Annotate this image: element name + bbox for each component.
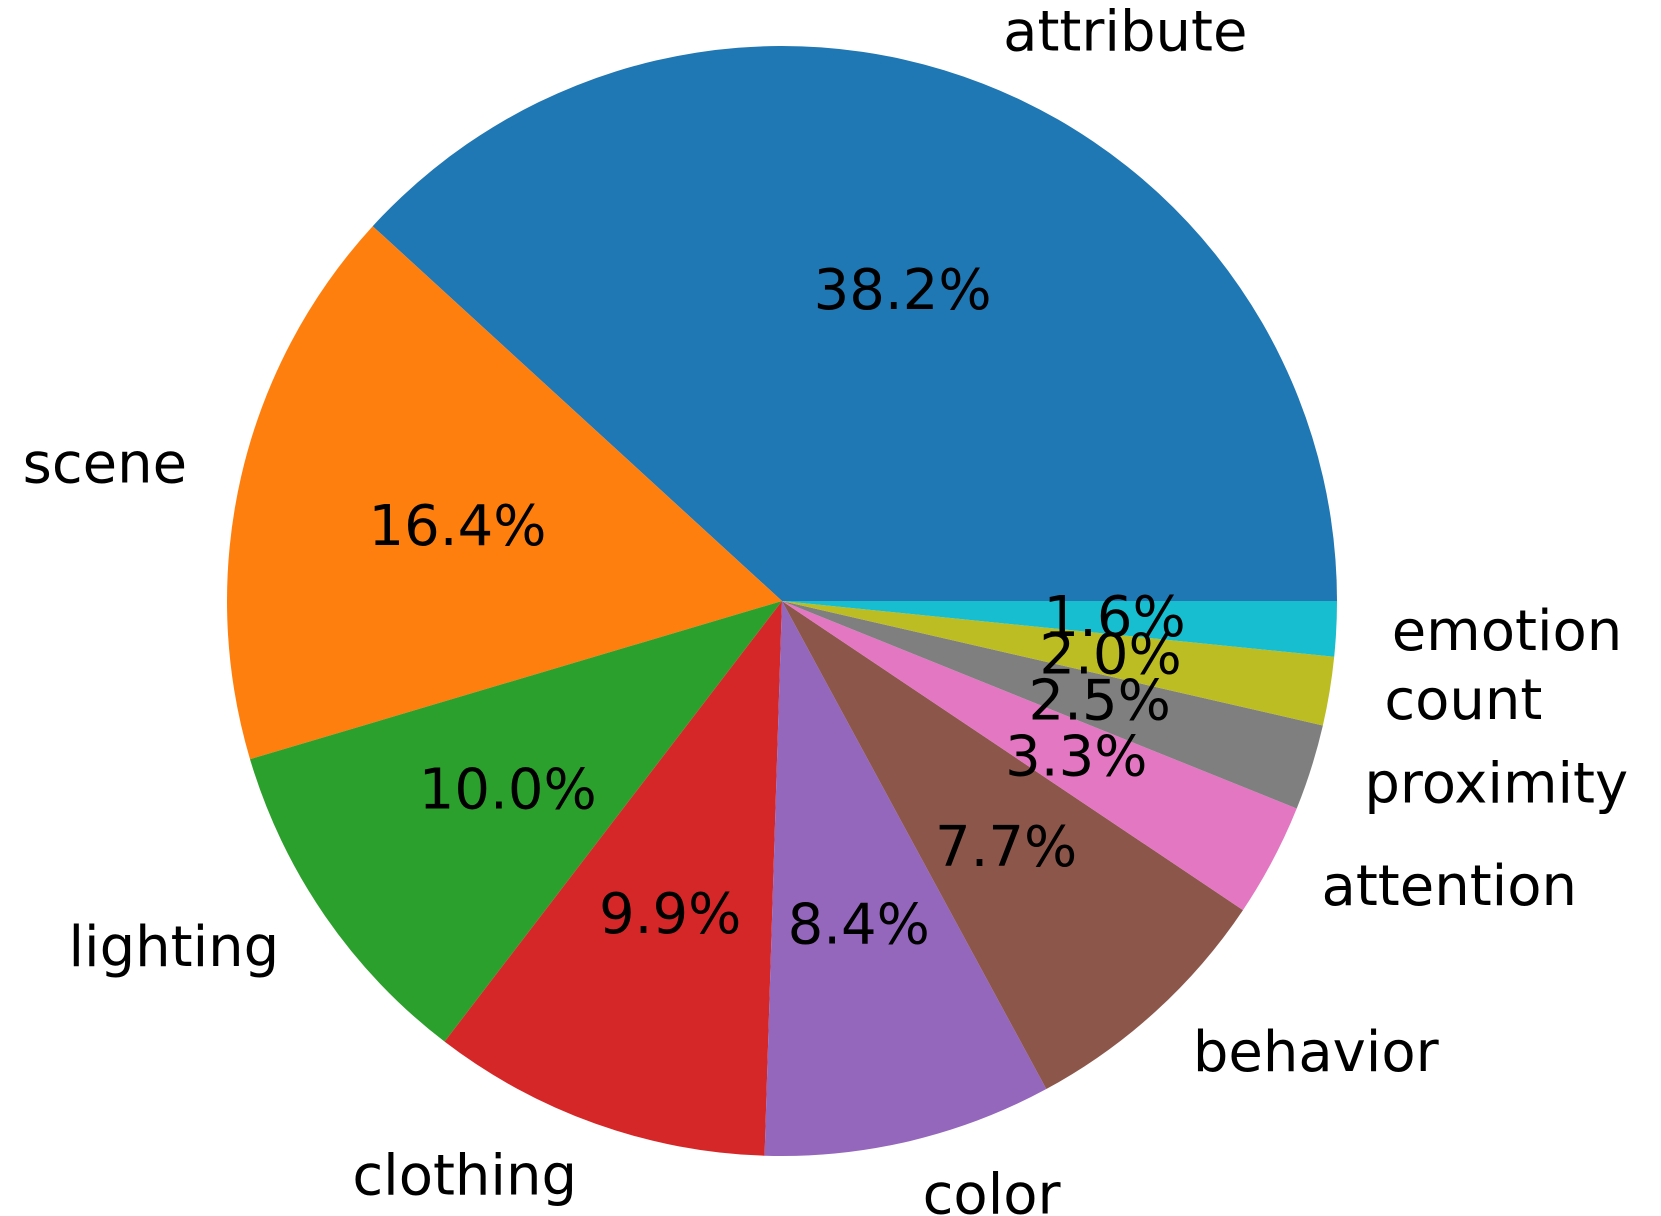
pct-label-proximity: 2.5%: [1029, 668, 1171, 733]
pie-slice-scene: [226, 226, 782, 760]
pie-slice-behavior: [782, 601, 1243, 1090]
percentage-labels: 38.2% 16.4% 10.0%9.9% 8.4%7.7% 3.3%2.5%2.0%1…: [369, 258, 1186, 957]
category-label-attribute: attribute: [1003, 0, 1247, 64]
pie-slice-color: [764, 601, 1047, 1157]
pie-slice-emotion: [782, 601, 1337, 657]
pct-label-color: 8.4%: [788, 893, 930, 958]
pie-slice-clothing: [444, 601, 782, 1156]
category-labels: attribute scene lighting clothing color behav…: [23, 0, 1628, 1216]
category-label-emotion: emotion: [1392, 599, 1623, 664]
pct-label-scene: 16.4%: [369, 494, 547, 559]
category-label-scene: scene: [23, 432, 187, 497]
pct-label-emotion: 1.6%: [1043, 585, 1185, 650]
category-label-count: count: [1384, 668, 1542, 733]
category-label-behavior: behavior: [1193, 1020, 1440, 1085]
pie-slice-attribute: [372, 45, 1337, 602]
category-label-lighting: lighting: [69, 915, 280, 980]
category-label-proximity: proximity: [1364, 752, 1628, 817]
pie-slice-attention: [782, 601, 1297, 911]
pie-slice-count: [782, 601, 1335, 726]
pct-label-lighting: 10.0%: [419, 757, 597, 822]
pct-label-attribute: 38.2%: [814, 258, 992, 323]
category-label-color: color: [923, 1163, 1062, 1216]
pie-slice-proximity: [782, 601, 1323, 809]
pct-label-behavior: 7.7%: [935, 815, 1077, 880]
category-label-attention: attention: [1322, 854, 1577, 919]
pct-label-count: 2.0%: [1039, 623, 1181, 688]
pct-label-clothing: 9.9%: [599, 882, 741, 947]
category-label-clothing: clothing: [352, 1144, 577, 1209]
pie-slice-lighting: [250, 601, 782, 1042]
pie-slices: [226, 45, 1337, 1157]
pct-label-attention: 3.3%: [1005, 724, 1147, 789]
